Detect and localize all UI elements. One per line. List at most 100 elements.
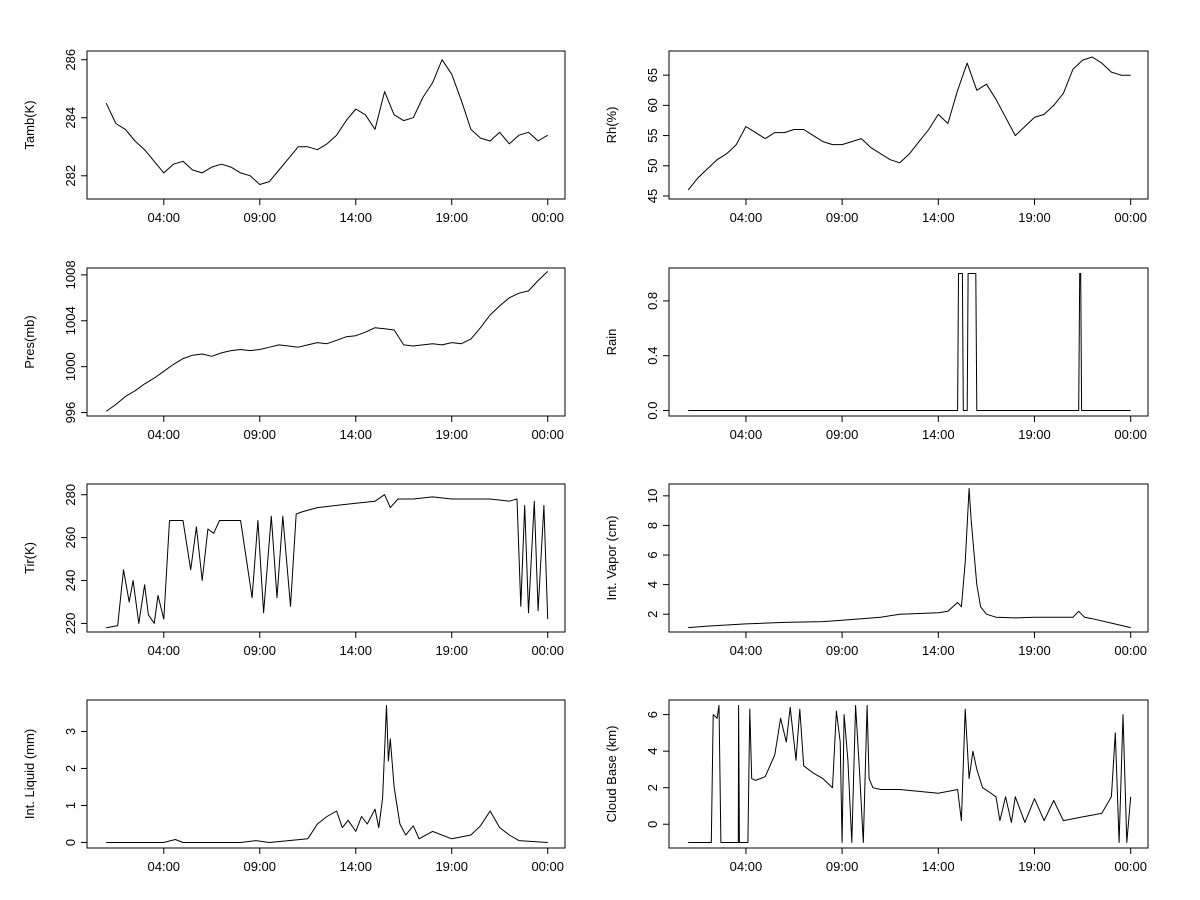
x-tick-label: 14:00 [339,859,372,874]
y-tick-label: 0.8 [645,292,660,310]
x-tick-label: 14:00 [922,427,955,442]
chart-panel-8: 04:00 09:00 14:00 19:00 00:00 0 2 4 6 Cloud Base … [604,699,1149,874]
y-tick-label: 3 [63,728,78,735]
x-tick-label: 04:00 [148,427,181,442]
series-line [106,494,549,629]
y-tick-label: 284 [63,107,78,129]
y-tick-label: 65 [645,68,660,82]
plot-frame [86,483,566,633]
x-tick-label: 19:00 [1018,859,1051,874]
y-axis-label: Tir(K) [22,542,37,574]
y-tick-label: 1 [63,802,78,809]
x-tick-label: 00:00 [1114,643,1147,658]
y-tick-label: 1004 [63,306,78,335]
x-tick-label: 14:00 [339,210,372,225]
y-axis-label: Int. Liquid (mm) [22,729,37,819]
plot-frame [86,267,566,417]
x-tick-label: 04:00 [148,643,181,658]
chart-panel-7: 04:00 09:00 14:00 19:00 00:00 0 1 2 3 Int. Liquid… [22,699,566,874]
y-tick-label: 10 [645,489,660,503]
y-axis-label: Cloud Base (km) [604,726,619,823]
chart-panel-5: 04:00 09:00 14:00 19:00 00:00 220 240 260 280 Tir… [22,483,566,658]
x-tick-label: 09:00 [826,859,859,874]
x-tick-label: 14:00 [922,859,955,874]
y-tick-label: 55 [645,128,660,142]
x-tick-label: 19:00 [1018,210,1051,225]
plot-frame [86,699,566,849]
series-line [687,56,1131,191]
y-axis-label: Rh(%) [604,107,619,144]
y-tick-label: 996 [63,402,78,424]
y-tick-label: 2 [645,611,660,618]
x-tick-label: 04:00 [148,859,181,874]
chart-panel-4: 04:00 09:00 14:00 19:00 00:00 0.0 0.4 0.8 Rain [604,267,1149,442]
y-axis-label: Int. Vapor (cm) [604,515,619,600]
y-axis-label: Pres(mb) [22,315,37,368]
x-tick-label: 00:00 [1114,427,1147,442]
y-tick-label: 286 [63,49,78,71]
plot-frame [668,699,1149,849]
x-tick-label: 00:00 [531,210,564,225]
series-line [106,705,548,843]
x-tick-label: 00:00 [1114,210,1147,225]
series-line [105,271,549,412]
x-tick-label: 04:00 [730,210,763,225]
y-tick-label: 8 [645,522,660,529]
chart-panel-1: 04:00 09:00 14:00 19:00 00:00 282 284 286 Tamb(K… [22,49,566,225]
y-tick-label: 220 [63,613,78,635]
chart-panel-3: 04:00 09:00 14:00 19:00 00:00 996 1000 1004 1008… [22,260,566,442]
y-tick-label: 4 [645,748,660,755]
y-tick-label: 60 [645,98,660,112]
x-tick-label: 14:00 [922,643,955,658]
y-tick-label: 6 [645,711,660,718]
y-tick-label: 282 [63,165,78,187]
y-tick-label: 2 [63,765,78,772]
x-tick-label: 14:00 [922,210,955,225]
y-tick-label: 280 [63,484,78,506]
series-line [688,705,1132,843]
y-tick-label: 0.4 [645,347,660,365]
x-tick-label: 19:00 [435,427,468,442]
x-tick-label: 00:00 [531,643,564,658]
chart-panel-6: 04:00 09:00 14:00 19:00 00:00 2 4 6 8 10 Int. Vapo… [604,483,1149,658]
y-tick-label: 0.0 [645,401,660,419]
x-tick-label: 04:00 [730,859,763,874]
plot-frame [668,267,1149,417]
plot-frame [668,483,1149,633]
plot-frame [668,50,1149,200]
y-tick-label: 2 [645,784,660,791]
x-tick-label: 00:00 [531,859,564,874]
x-tick-label: 00:00 [531,427,564,442]
x-tick-label: 04:00 [148,210,181,225]
x-tick-label: 09:00 [826,427,859,442]
series-line [688,273,1131,411]
x-tick-label: 09:00 [243,859,276,874]
x-tick-label: 19:00 [435,859,468,874]
x-tick-label: 14:00 [339,643,372,658]
x-tick-label: 19:00 [435,210,468,225]
x-tick-label: 09:00 [826,210,859,225]
y-tick-label: 0 [63,839,78,846]
x-tick-label: 19:00 [435,643,468,658]
x-tick-label: 04:00 [730,427,763,442]
y-tick-label: 1008 [63,260,78,289]
y-tick-label: 1000 [63,352,78,381]
y-tick-label: 260 [63,527,78,549]
y-tick-label: 0 [645,821,660,828]
chart-panel-2: 04:00 09:00 14:00 19:00 00:00 45 50 55 60 65 Rh(%) [604,50,1149,225]
y-axis-label: Tamb(K) [22,100,37,149]
y-tick-label: 240 [63,570,78,592]
y-tick-label: 4 [645,581,660,588]
x-tick-label: 14:00 [339,427,372,442]
x-tick-label: 04:00 [730,643,763,658]
x-tick-label: 09:00 [826,643,859,658]
y-tick-label: 45 [645,189,660,203]
x-tick-label: 00:00 [1114,859,1147,874]
series-line [105,59,548,185]
x-tick-label: 19:00 [1018,427,1051,442]
x-tick-label: 09:00 [243,427,276,442]
series-line [688,487,1131,629]
y-tick-label: 50 [645,159,660,173]
